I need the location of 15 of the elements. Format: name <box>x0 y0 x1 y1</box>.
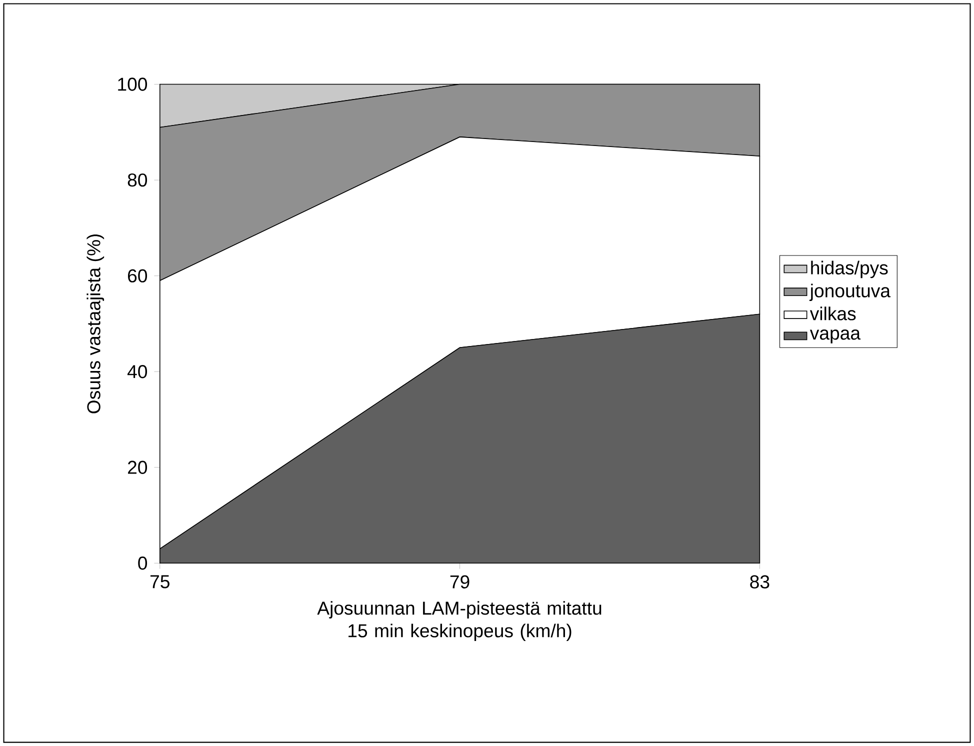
legend-label: vilkas <box>810 306 856 320</box>
y-tick-label: 40 <box>127 364 148 378</box>
x-tick-label: 79 <box>450 575 470 588</box>
x-tick-label: 75 <box>150 575 170 588</box>
y-tick-label: 20 <box>128 460 148 474</box>
legend-label: hidas/pys <box>811 260 888 278</box>
x-axis-title: Ajosuunnan LAM-pisteestä mitattu 15 min keskinopeus (km/h) <box>317 601 602 641</box>
y-tick-label: 80 <box>128 173 148 187</box>
y-tick-label: 0 <box>138 556 148 570</box>
legend-label: jonoutuva <box>809 284 891 302</box>
y-tick-label: 60 <box>128 269 148 282</box>
y-tick-label: 100 <box>118 78 148 91</box>
x-tick-label: 83 <box>750 575 770 588</box>
legend-label: vapaa <box>810 329 861 344</box>
y-axis-title: Osuus vastaajista (%) <box>86 234 104 414</box>
